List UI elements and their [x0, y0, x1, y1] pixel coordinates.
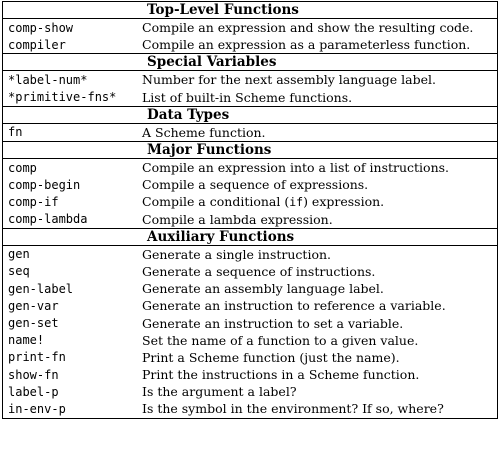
table-row: comp-begin Compile a sequence of express…: [3, 176, 497, 193]
table-row: label-p Is the argument a label?: [3, 383, 497, 400]
variable-name: *primitive-fns*: [8, 90, 117, 105]
function-description: Compile an expression into a list of ins…: [142, 160, 450, 176]
table-row: print-fn Print a Scheme function (just t…: [3, 349, 497, 366]
table-row: compiler Compile an expression as a para…: [3, 36, 497, 53]
function-name: in-env-p: [8, 401, 66, 416]
section-title: Auxiliary Functions: [3, 229, 497, 246]
function-name: name!: [8, 333, 45, 348]
function-description: Generate an assembly language label.: [142, 281, 384, 297]
description-text: ) expression.: [303, 194, 385, 210]
function-description: Generate an instruction to reference a v…: [142, 298, 446, 314]
variable-name: *label-num*: [8, 72, 88, 87]
section-special-variables: Special Variables *label-num* Number for…: [3, 53, 497, 105]
function-description: Compile a sequence of expressions.: [142, 177, 369, 193]
section-auxiliary-functions: Auxiliary Functions gen Generate a singl…: [3, 227, 497, 418]
table-row: show-fn Print the instructions in a Sche…: [3, 366, 497, 383]
table-row: gen-label Generate an assembly language …: [3, 280, 497, 297]
function-name: show-fn: [8, 367, 59, 382]
variable-description: List of built-in Scheme functions.: [142, 89, 353, 105]
function-description: Compile an expression and show the resul…: [142, 20, 474, 36]
function-description: Is the symbol in the environment? If so,…: [142, 401, 444, 417]
function-name: gen-set: [8, 316, 59, 331]
table-row: comp Compile an expression into a list o…: [3, 159, 497, 176]
section-title: Top-Level Functions: [3, 2, 497, 19]
function-name: gen: [8, 247, 30, 262]
type-description: A Scheme function.: [142, 124, 266, 140]
function-name: label-p: [8, 384, 59, 399]
inline-code: if: [289, 195, 304, 210]
function-name: comp-lambda: [8, 212, 88, 227]
table-row: fn A Scheme function.: [3, 124, 497, 141]
function-description: Compile a lambda expression.: [142, 211, 333, 227]
function-name: comp-if: [8, 194, 59, 209]
function-glossary-table: Top-Level Functions comp-show Compile an…: [2, 1, 498, 419]
table-row: gen-set Generate an instruction to set a…: [3, 314, 497, 331]
function-description: Is the argument a label?: [142, 384, 297, 400]
function-description: Compile a conditional (if) expression.: [139, 194, 384, 209]
table-row: in-env-p Is the symbol in the environmen…: [3, 400, 497, 417]
table-row: comp-if Compile a conditional (if) expre…: [3, 193, 497, 210]
function-name: comp-begin: [8, 177, 81, 192]
table-row: gen-var Generate an instruction to refer…: [3, 297, 497, 314]
table-row: gen Generate a single instruction.: [3, 246, 497, 263]
section-top-level-functions: Top-Level Functions comp-show Compile an…: [3, 2, 497, 53]
function-name: seq: [8, 264, 30, 279]
function-description: Generate a sequence of instructions.: [142, 263, 376, 279]
table-row: comp-lambda Compile a lambda expression.: [3, 211, 497, 228]
table-row: name! Set the name of a function to a gi…: [3, 332, 497, 349]
function-name: compiler: [8, 37, 66, 52]
section-major-functions: Major Functions comp Compile an expressi…: [3, 140, 497, 228]
function-description: Compile an expression as a parameterless…: [142, 37, 471, 53]
section-title: Data Types: [3, 107, 497, 124]
variable-description: Number for the next assembly language la…: [142, 72, 436, 88]
function-name: print-fn: [8, 350, 66, 365]
section-title: Major Functions: [3, 142, 497, 159]
table-row: *primitive-fns* List of built-in Scheme …: [3, 89, 497, 106]
function-description: Print the instructions in a Scheme funct…: [142, 367, 420, 383]
section-data-types: Data Types fn A Scheme function.: [3, 105, 497, 141]
function-name: comp-show: [8, 20, 74, 35]
table-row: *label-num* Number for the next assembly…: [3, 71, 497, 88]
table-row: comp-show Compile an expression and show…: [3, 19, 497, 36]
function-description: Generate an instruction to set a variabl…: [142, 315, 404, 331]
table-row: seq Generate a sequence of instructions.: [3, 263, 497, 280]
section-title: Special Variables: [3, 54, 497, 72]
function-name: comp: [8, 160, 37, 175]
function-description: Generate a single instruction.: [142, 246, 331, 262]
function-name: gen-label: [8, 281, 74, 296]
function-description: Set the name of a function to a given va…: [142, 332, 419, 348]
function-description: Print a Scheme function (just the name).: [142, 349, 400, 365]
function-name: gen-var: [8, 298, 59, 313]
description-text: Compile a conditional (: [142, 194, 290, 210]
type-name: fn: [8, 125, 23, 140]
